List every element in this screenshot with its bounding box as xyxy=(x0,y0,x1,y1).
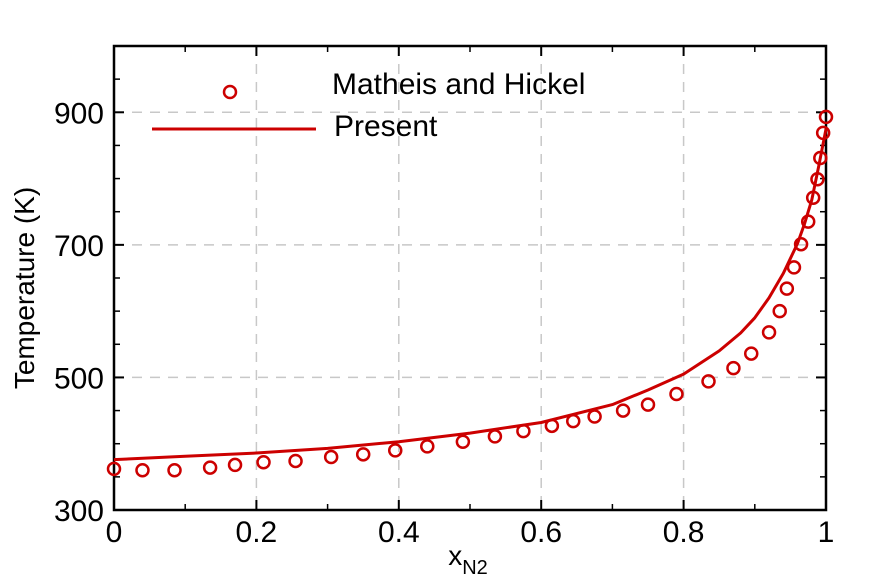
data-point-matheis-hickel xyxy=(640,397,656,412)
y-tick-label: 900 xyxy=(54,97,104,130)
data-point-matheis-hickel xyxy=(701,374,716,389)
data-point-matheis-hickel xyxy=(726,360,741,376)
x-axis-title: xN2 xyxy=(448,540,488,579)
data-point-matheis-hickel xyxy=(288,453,303,469)
data-point-matheis-hickel xyxy=(455,434,471,449)
series-layer xyxy=(106,109,834,478)
x-tick-label: 1 xyxy=(818,516,835,549)
data-point-matheis-hickel xyxy=(106,461,122,477)
data-point-matheis-hickel xyxy=(387,443,403,458)
y-axis-tick-labels: 300 500 700 900 xyxy=(54,97,104,528)
x-tick-label: 0.8 xyxy=(663,516,705,549)
legend-label-present: Present xyxy=(334,110,438,143)
data-point-matheis-hickel xyxy=(487,429,503,444)
x-axis-tick-labels: 0 0.2 0.4 0.6 0.8 1 xyxy=(106,516,835,549)
y-axis-title: Temperature (K) xyxy=(9,187,40,389)
y-tick-label: 700 xyxy=(54,230,104,263)
legend-marker-matheis-hickel xyxy=(222,84,238,100)
axis-ticks xyxy=(113,45,827,511)
data-point-matheis-hickel xyxy=(786,260,802,275)
y-tick-label: 500 xyxy=(54,362,104,395)
data-point-matheis-hickel xyxy=(818,109,834,125)
data-point-matheis-hickel xyxy=(793,236,809,252)
data-point-matheis-hickel xyxy=(587,409,602,424)
data-point-matheis-hickel xyxy=(669,386,684,402)
x-tick-label: 0.6 xyxy=(520,516,562,549)
data-point-matheis-hickel xyxy=(323,449,339,465)
legend: Matheis and Hickel Present xyxy=(152,68,585,143)
legend-label-matheis-hickel: Matheis and Hickel xyxy=(332,68,585,101)
data-point-matheis-hickel xyxy=(779,281,795,296)
x-tick-label: 0.4 xyxy=(378,516,420,549)
data-point-matheis-hickel xyxy=(135,462,150,478)
data-point-matheis-hickel xyxy=(761,325,777,340)
data-point-matheis-hickel xyxy=(167,462,182,478)
grid-lines xyxy=(114,46,826,510)
x-tick-label: 0 xyxy=(106,516,123,549)
x-axis-title-subscript: N2 xyxy=(462,557,488,579)
x-tick-label: 0.2 xyxy=(236,516,278,549)
data-point-matheis-hickel xyxy=(615,403,631,418)
series-line-present xyxy=(113,128,828,462)
data-point-matheis-hickel xyxy=(772,303,787,319)
y-tick-label: 300 xyxy=(54,495,104,528)
data-point-matheis-hickel xyxy=(256,455,271,470)
data-point-matheis-hickel xyxy=(202,460,218,475)
data-point-matheis-hickel xyxy=(355,447,371,462)
data-point-matheis-hickel xyxy=(227,457,243,473)
data-point-matheis-hickel xyxy=(420,439,435,454)
data-point-matheis-hickel xyxy=(743,346,759,361)
